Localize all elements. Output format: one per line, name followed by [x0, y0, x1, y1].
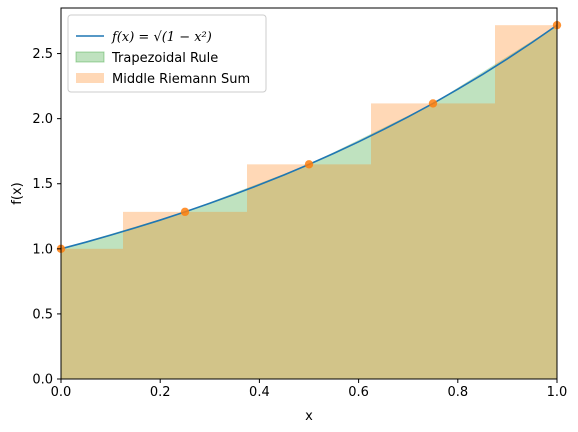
x-tick-label-3: 0.6: [348, 385, 369, 400]
y-tick-label-0: 0.0: [32, 373, 53, 388]
sample-point-3: [428, 99, 438, 108]
legend-mid-label: Middle Riemann Sum: [112, 72, 250, 87]
plot-fills: [61, 25, 557, 380]
sample-point-2: [304, 160, 314, 169]
y-axis-label: f(x): [10, 182, 25, 204]
midpoint-bar-0: [61, 248, 123, 379]
trapezoid-area: [61, 25, 557, 379]
y-tick-label-4: 2.0: [32, 112, 53, 127]
midpoint-bar-4: [495, 25, 557, 379]
x-tick-label-0: 0.0: [51, 385, 72, 400]
midpoint-bar-2: [247, 164, 371, 379]
legend: f(x) = √(1 − x²) Trapezoidal Rule Middle…: [67, 14, 267, 93]
legend-trap-label: Trapezoidal Rule: [111, 51, 218, 66]
x-tick-label-1: 0.2: [150, 385, 171, 400]
legend-curve-label: f(x) = √(1 − x²): [111, 30, 212, 45]
midpoint-bar-3: [371, 103, 495, 380]
x-tick-label-5: 1.0: [547, 385, 568, 400]
x-axis-label: x: [305, 409, 313, 424]
x-tick-label-2: 0.4: [249, 385, 270, 400]
y-tick-label-5: 2.5: [32, 47, 53, 62]
x-ticks: 0.0 0.2 0.4 0.6 0.8 1.0: [51, 379, 568, 400]
x-tick-label-4: 0.8: [447, 385, 468, 400]
y-tick-label-1: 0.5: [32, 307, 53, 322]
y-ticks: 0.0 0.5 1.0 1.5 2.0 2.5: [32, 47, 61, 388]
plot-frame: [60, 7, 558, 380]
sample-point-1: [180, 207, 190, 217]
legend-trap-swatch: [75, 51, 105, 63]
legend-box: [67, 14, 267, 93]
y-tick-label-3: 1.5: [32, 177, 53, 192]
y-tick-label-2: 1.0: [32, 242, 53, 257]
midpoint-bar-1: [123, 211, 247, 379]
legend-mid-swatch: [76, 73, 104, 83]
